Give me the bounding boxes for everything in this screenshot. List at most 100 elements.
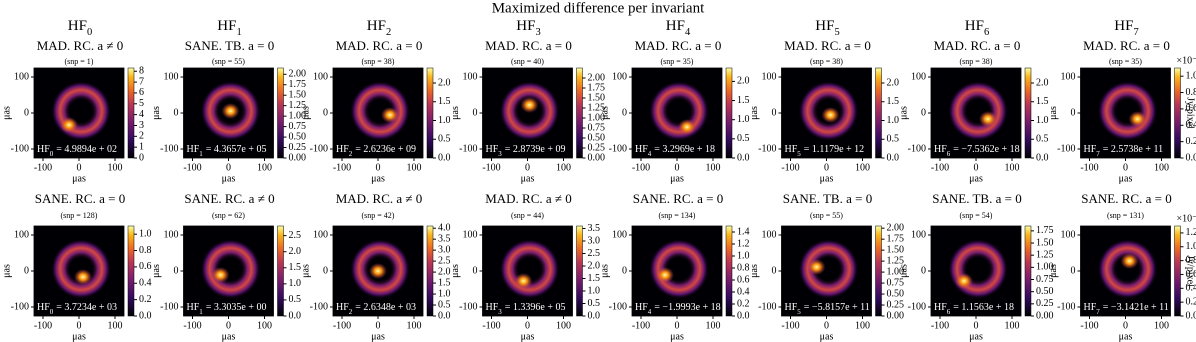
colorbar-tick-label: 1.25 <box>588 102 606 113</box>
colorbar-tick-label: 0.5 <box>887 134 900 145</box>
colorbar-tick-label: 7 <box>139 76 144 87</box>
colorbar-tick-label: 0.8 <box>139 245 152 256</box>
figure-title: Maximized difference per invariant <box>492 0 705 16</box>
panel-value: HF1 = 4.3657e + 05 <box>187 144 267 157</box>
colorbar-tick-label: 1.4 <box>737 226 750 237</box>
colorbar-tick-label: 2.0 <box>588 260 601 271</box>
panel-value-base: HF <box>1084 302 1097 313</box>
column-header: HF4 <box>666 18 691 37</box>
panel-value-text: = 2.6236e + 09 <box>355 144 416 155</box>
y-tick-label: 0 <box>622 265 627 276</box>
panel: SANE. RC. a = 0(snp = 128)HF0 = 3.7234e +… <box>1 191 151 342</box>
colorbar-tick-label: 1.00 <box>1036 262 1054 273</box>
x-axis-label: μas <box>371 331 385 342</box>
colorbar-tick-label: 0.00 <box>887 310 905 321</box>
colorbar <box>1024 225 1032 317</box>
image-spot <box>979 111 997 127</box>
x-tick-label: -100 <box>333 162 351 173</box>
y-tick-label: 100 <box>463 229 478 240</box>
y-tick-label: 100 <box>463 71 478 82</box>
x-axis-label: μas <box>670 173 684 184</box>
x-tick-label: 100 <box>1005 320 1020 331</box>
panel-value-base: HF <box>187 144 200 155</box>
image-spot <box>221 103 240 119</box>
colorbar-tick-label: 0.8 <box>737 262 750 273</box>
colorbar-tick-label: 0.0 <box>1186 310 1196 321</box>
panel-value: HF2 = 2.6348e + 03 <box>336 302 416 315</box>
x-axis-label: μas <box>72 173 86 184</box>
colorbar-tick-label: 4 <box>139 109 144 120</box>
colorbar-tick-label: 1.75 <box>1036 225 1054 236</box>
colorbar-label: Jy/pixel <box>1185 255 1196 287</box>
colorbar-tick-label: 3.0 <box>588 235 601 246</box>
snapshot-label: (snp = 54) <box>960 211 993 220</box>
colorbar-tick-label: 0.00 <box>1036 310 1054 321</box>
x-tick-label: -100 <box>183 320 201 331</box>
x-tick-label: 100 <box>1154 320 1169 331</box>
colorbar-tick-label: 0.8 <box>1186 255 1196 266</box>
y-tick-label: 100 <box>313 71 328 82</box>
colorbar-tick-label: 0.2 <box>1186 136 1196 147</box>
panel-value-sub: 1 <box>199 308 203 316</box>
colorbar-tick-label: 1.0 <box>1036 115 1049 126</box>
image-ring <box>350 81 410 141</box>
colorbar-tick-label: 2 <box>139 131 144 142</box>
column-header-sub: 6 <box>984 27 989 38</box>
colorbar-tick-label: 0.5 <box>289 294 302 305</box>
x-tick-label: 0 <box>525 320 530 331</box>
y-axis-label: μas <box>450 106 461 120</box>
panel-value-sub: 2 <box>349 308 353 316</box>
snapshot-label: (snp = 38) <box>362 57 395 66</box>
x-axis-label: μas <box>820 331 834 342</box>
column-header: HF6 <box>965 18 989 37</box>
x-tick-label: -100 <box>931 320 949 331</box>
colorbar-tick-label: 1.0 <box>438 288 451 299</box>
panel: MAD. RC. a = 0 (snp = 38) HF2 = 2.6236e + 0… <box>300 38 450 184</box>
x-tick-label: 100 <box>556 162 571 173</box>
image-spot <box>1120 253 1139 269</box>
x-tick-label: 100 <box>407 162 422 173</box>
x-tick-label: 0 <box>77 320 82 331</box>
x-tick-label: 100 <box>257 162 272 173</box>
colorbar <box>875 225 882 317</box>
x-tick-label: 100 <box>407 320 422 331</box>
x-axis-label: μas <box>670 331 684 342</box>
colorbar-tick-label: 0.4 <box>139 278 152 289</box>
x-tick-label: 0 <box>675 162 680 173</box>
snapshot-label: (snp = 62) <box>212 211 245 220</box>
colorbar-tick-label: 0.5 <box>438 134 451 145</box>
panel: SANE. TB. a = 0 (snp = 54) HF6 = 1.1563e + … <box>898 191 1053 342</box>
colorbar-tick-label: 1.0 <box>289 278 302 289</box>
panel-value-text: = 1.1563e + 18 <box>953 302 1014 313</box>
panel-value-base: HF <box>635 144 648 155</box>
y-tick-label: -100 <box>459 301 477 312</box>
colorbar-tick-label: 0.25 <box>289 142 307 153</box>
model-label: MAD. RC. a = 0 <box>934 38 1021 53</box>
y-tick-label: 0 <box>1071 265 1076 276</box>
panel-value-sub: 7 <box>1096 308 1100 316</box>
image-ring <box>499 239 560 299</box>
panel-value-text: = 1.1179e + 12 <box>804 144 864 155</box>
colorbar-tick-label: 0.50 <box>887 288 905 299</box>
colorbar-tick-label: 0.50 <box>1036 286 1054 297</box>
colorbar-tick-label: 1.5 <box>588 273 601 284</box>
image-ring <box>798 239 859 299</box>
y-tick-label: -100 <box>11 143 29 154</box>
panel: MAD. RC. a ≠ 0 (snp = 44) HF3 = 1.3396e + 0… <box>450 191 600 342</box>
colorbar-tick-label: 2.0 <box>737 76 750 87</box>
panel-value-base: HF <box>187 302 200 313</box>
x-tick-label: 0 <box>675 320 680 331</box>
colorbar-tick-label: 2.0 <box>1036 77 1049 88</box>
y-tick-label: -100 <box>1057 143 1075 154</box>
panel-value: HF7 = 2.5738e + 11 <box>1084 144 1164 157</box>
colorbar-tick-label: 1.25 <box>289 100 307 111</box>
colorbar-tick-label: 0.2 <box>737 298 750 309</box>
colorbar-tick-label: 1 <box>139 141 144 152</box>
colorbar-tick-label: 2.00 <box>887 222 905 233</box>
column-header-base: HF <box>217 18 236 34</box>
colorbar-tick-label: 1.5 <box>887 96 900 107</box>
panel-value-base: HF <box>635 302 648 313</box>
x-tick-label: -100 <box>333 320 351 331</box>
y-tick-label: -100 <box>11 301 29 312</box>
y-tick-label: 100 <box>164 71 179 82</box>
